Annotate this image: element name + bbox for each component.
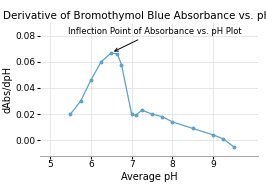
Text: Inflection Point of Absorbance vs. pH Plot: Inflection Point of Absorbance vs. pH Pl…: [68, 27, 242, 51]
Title: Derivative of Bromothymol Blue Absorbance vs. pH Plot: Derivative of Bromothymol Blue Absorbanc…: [3, 11, 266, 21]
X-axis label: Average pH: Average pH: [121, 172, 177, 182]
Y-axis label: dAbs/dpH: dAbs/dpH: [3, 66, 13, 113]
